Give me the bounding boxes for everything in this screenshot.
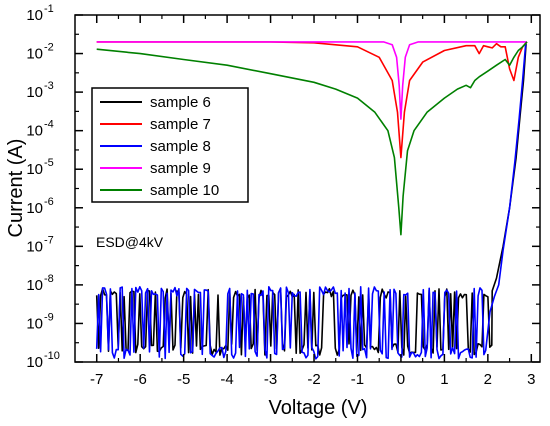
legend: sample 6 sample 7 sample 8 sample 9 sample 1… — [91, 87, 249, 203]
x-tick-label: 2 — [484, 371, 492, 388]
y-tick-exponent: -1 — [44, 3, 54, 15]
y-tick-exponent: -9 — [44, 311, 54, 323]
series-line-sample-8 — [95, 43, 527, 360]
series-line-sample-9 — [96, 41, 527, 120]
y-tick-label: 10 — [26, 84, 43, 101]
y-tick-label: 10 — [26, 123, 43, 140]
y-tick-exponent: -2 — [44, 42, 54, 54]
legend-label: sample 9 — [150, 160, 211, 177]
y-tick-exponent: -8 — [44, 273, 54, 285]
x-tick-label: -1 — [351, 371, 364, 388]
x-tick-label: -3 — [264, 371, 277, 388]
x-tick-label: 3 — [527, 371, 535, 388]
x-tick-label: 0 — [397, 371, 405, 388]
y-tick-exponent: -5 — [44, 157, 54, 169]
y-tick-exponent: -4 — [44, 119, 54, 131]
legend-label: sample 10 — [150, 182, 219, 199]
x-tick-label: -7 — [90, 371, 103, 388]
series-layer — [95, 41, 528, 360]
y-tick-exponent: -6 — [44, 196, 54, 208]
y-tick-label: 10 — [26, 277, 43, 294]
y-tick-exponent: -10 — [44, 350, 60, 362]
x-tick-label: -5 — [177, 371, 190, 388]
y-tick-label: 10 — [26, 354, 43, 371]
y-tick-exponent: -3 — [44, 80, 54, 92]
x-tick-label: 1 — [440, 371, 448, 388]
y-tick-label: 10 — [26, 161, 43, 178]
x-tick-label: -2 — [307, 371, 320, 388]
legend-label: sample 8 — [150, 138, 211, 155]
y-tick-label: 10 — [26, 315, 43, 332]
x-axis-label: Voltage (V) — [269, 397, 368, 419]
annotation-text: ESD@4kV — [96, 234, 164, 250]
y-tick-label: 10 — [26, 238, 43, 255]
legend-label: sample 6 — [150, 94, 211, 111]
y-tick-label: 10 — [26, 200, 43, 217]
y-tick-exponent: -7 — [44, 234, 54, 246]
y-axis-label: Current (A) — [5, 139, 27, 238]
legend-label: sample 7 — [150, 116, 211, 133]
series-line-sample-10 — [96, 41, 528, 236]
x-tick-label: -6 — [134, 371, 147, 388]
y-tick-label: 10 — [26, 46, 43, 63]
x-tick-label: -4 — [220, 371, 233, 388]
y-tick-label: 10 — [26, 7, 43, 24]
